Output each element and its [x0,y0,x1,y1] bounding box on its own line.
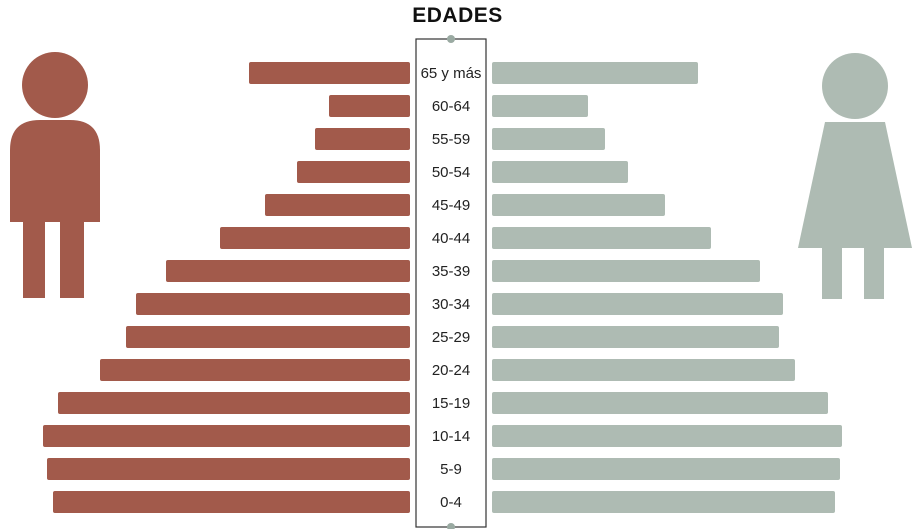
male-bar-35-39 [166,260,410,282]
age-label-15-19: 15-19 [432,395,470,412]
age-labels: 65 y más 60-64 55-59 50-54 45-49 40-44 35-39 30… [421,65,482,511]
axis-bottom-knob [447,523,455,529]
male-bar-5-9 [47,458,410,480]
age-label-25-29: 25-29 [432,329,470,346]
age-label-40-44: 40-44 [432,230,470,247]
male-bar-60-64 [329,95,410,117]
male-bar-45-49 [265,194,410,216]
male-bars [43,62,410,513]
female-bar-65 y más [492,62,698,84]
female-bar-40-44 [492,227,711,249]
female-bar-25-29 [492,326,779,348]
male-bar-55-59 [315,128,410,150]
male-bar-15-19 [58,392,410,414]
female-bar-0-4 [492,491,835,513]
age-label-20-24: 20-24 [432,362,470,379]
male-bar-30-34 [136,293,410,315]
age-label-60-64: 60-64 [432,98,470,115]
chart-title: EDADES [412,4,503,27]
female-bar-45-49 [492,194,665,216]
male-bar-10-14 [43,425,410,447]
age-label-10-14: 10-14 [432,428,470,445]
axis-top-knob [447,35,455,43]
female-bar-50-54 [492,161,628,183]
female-bar-10-14 [492,425,842,447]
male-bar-65 y más [249,62,410,84]
age-label-5-9: 5-9 [440,461,462,478]
age-axis-box [415,38,487,528]
female-bar-5-9 [492,458,840,480]
age-label-35-39: 35-39 [432,263,470,280]
male-bar-25-29 [126,326,410,348]
age-label-30-34: 30-34 [432,296,470,313]
age-label-55-59: 55-59 [432,131,470,148]
female-bar-55-59 [492,128,605,150]
female-bar-35-39 [492,260,760,282]
female-bars [492,62,842,513]
female-person-icon [798,53,912,299]
age-label-45-49: 45-49 [432,197,470,214]
male-bar-0-4 [53,491,410,513]
age-label-65 y más: 65 y más [421,65,482,82]
male-bar-40-44 [220,227,410,249]
female-bar-15-19 [492,392,828,414]
male-person-icon [10,52,100,298]
female-bar-30-34 [492,293,783,315]
male-bar-20-24 [100,359,410,381]
male-bar-50-54 [297,161,410,183]
age-label-0-4: 0-4 [440,494,462,511]
female-bar-60-64 [492,95,588,117]
female-bar-20-24 [492,359,795,381]
age-label-50-54: 50-54 [432,164,470,181]
